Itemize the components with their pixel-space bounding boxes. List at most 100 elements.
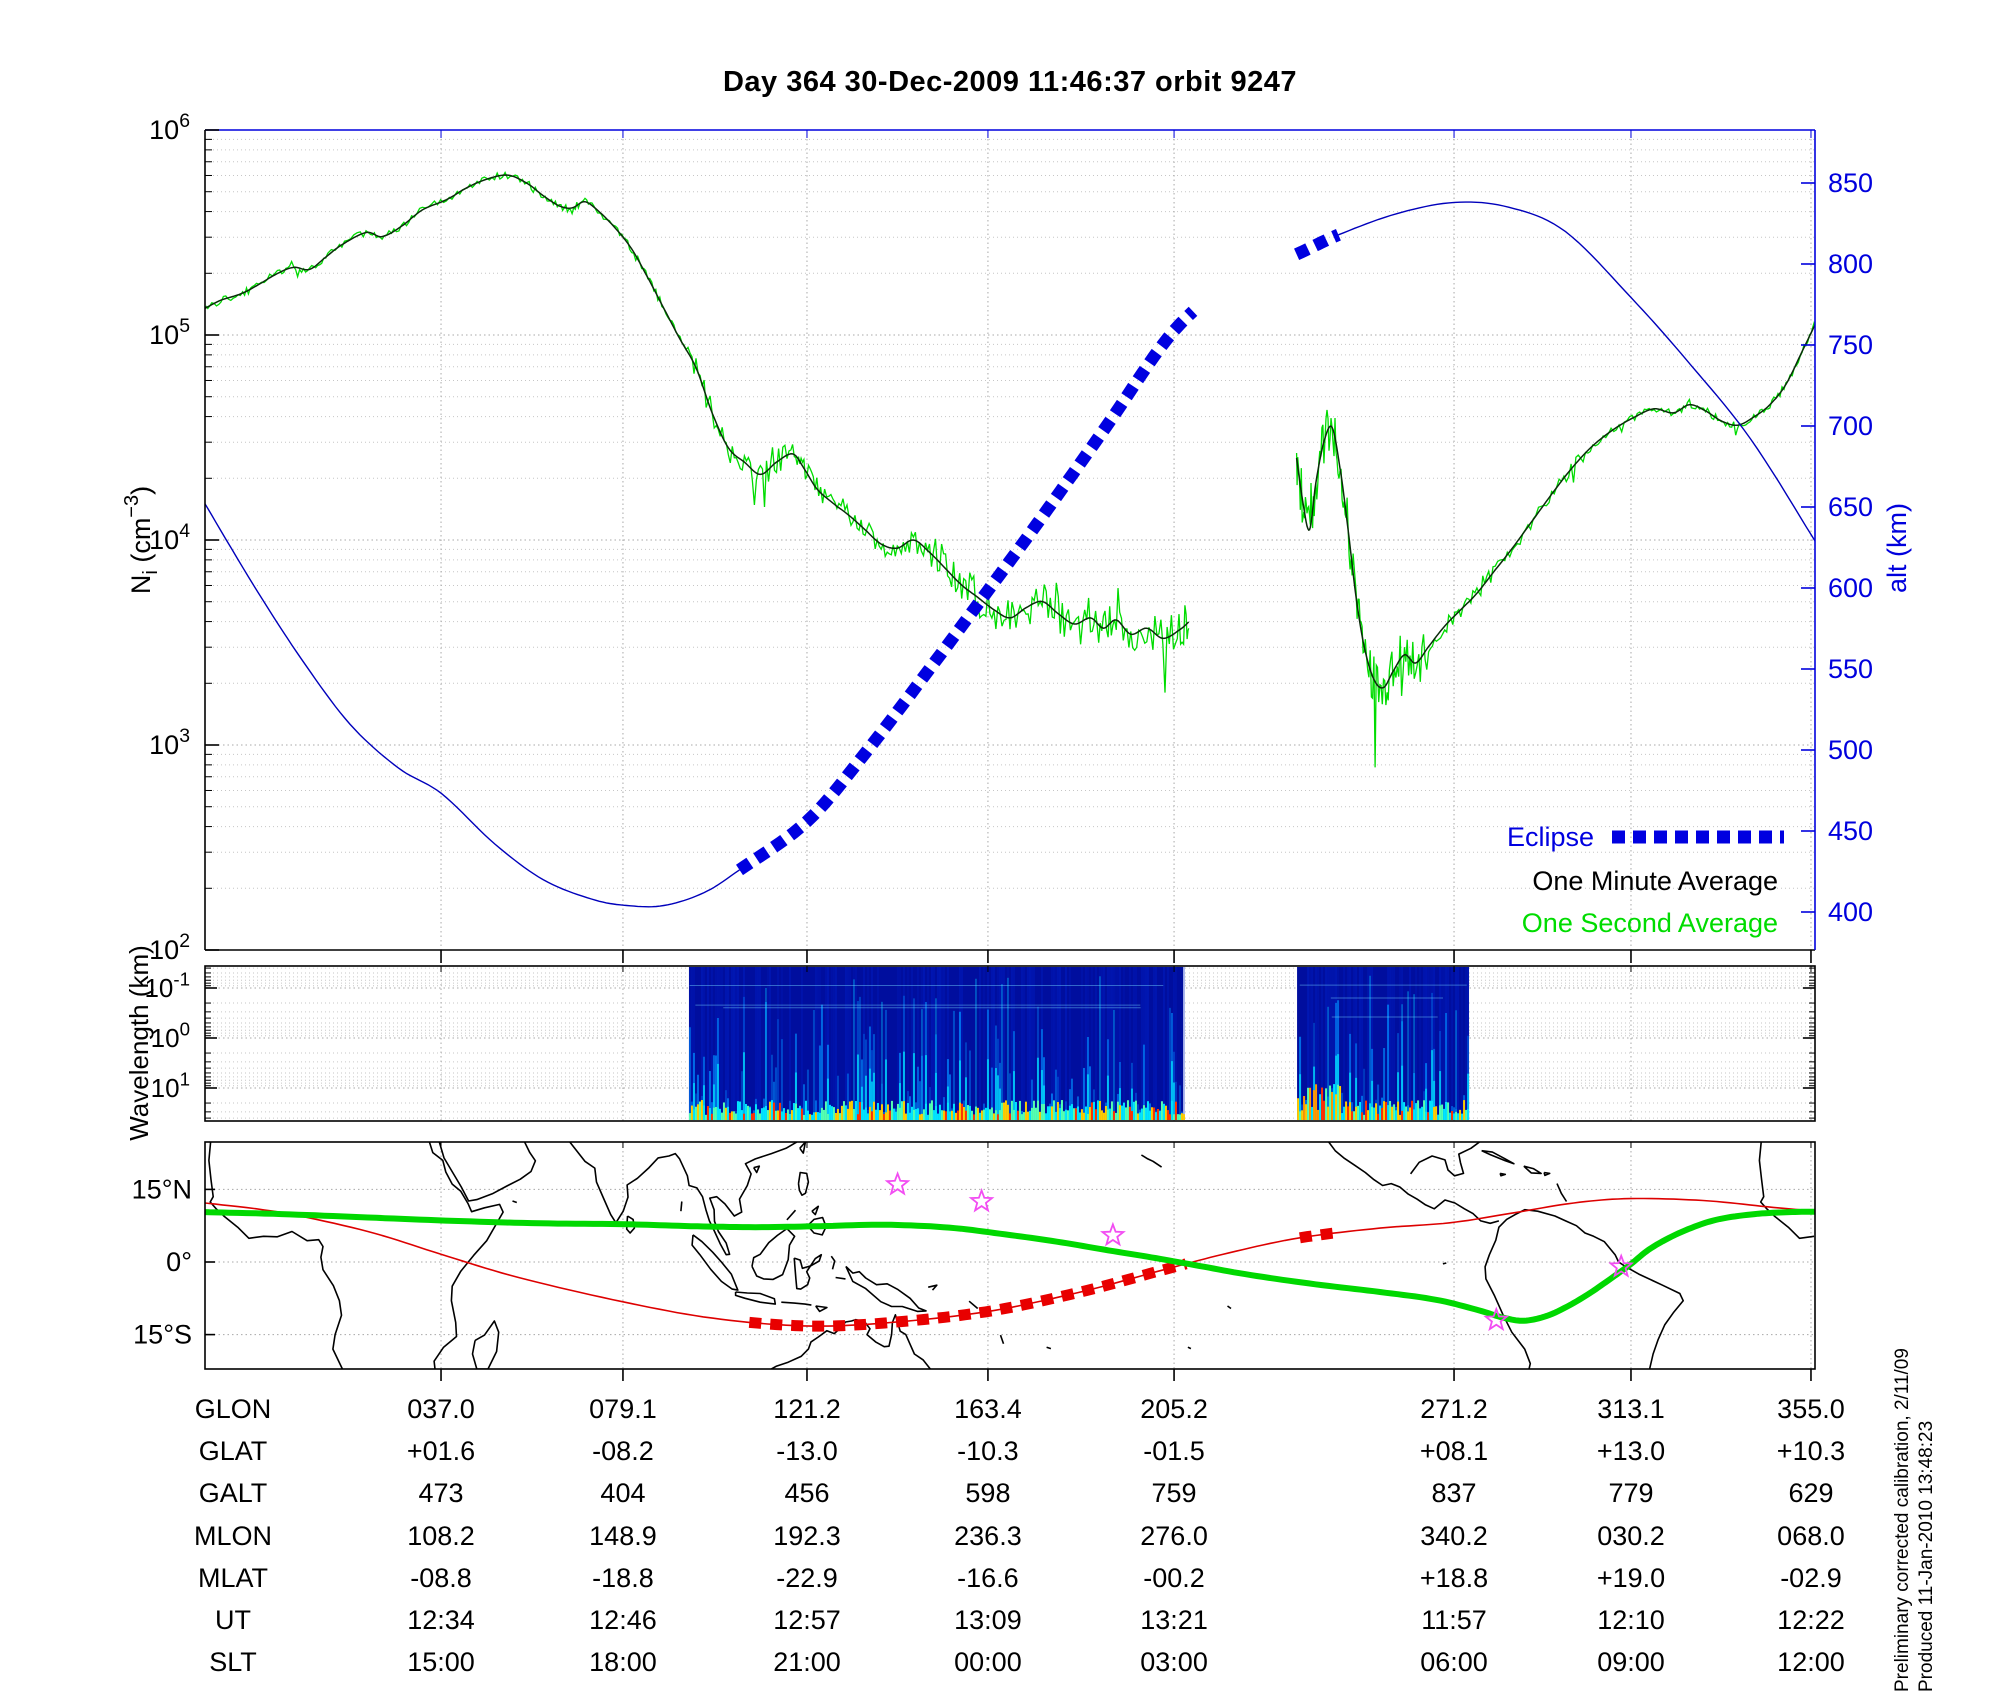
table-cell: -16.6 bbox=[957, 1563, 1019, 1593]
coastline bbox=[835, 1276, 846, 1280]
dip-equator-line bbox=[205, 1208, 1815, 1324]
spectrogram-block bbox=[1297, 967, 1470, 1120]
coastline bbox=[928, 1284, 938, 1291]
coastline bbox=[1140, 1154, 1163, 1168]
coastline bbox=[815, 1305, 828, 1313]
table-cell: 12:57 bbox=[773, 1605, 841, 1635]
alt-tick-label: 500 bbox=[1828, 735, 1873, 765]
density-axis-labels: 106 105 104 103 102 850 800 750 700 650 600 550 500 4… bbox=[121, 110, 1912, 965]
coastline bbox=[471, 1320, 500, 1369]
table-cell: 121.2 bbox=[773, 1394, 841, 1424]
tick-label: 105 bbox=[149, 315, 190, 350]
ground-track-eclipse bbox=[748, 1226, 1341, 1332]
coastline bbox=[753, 1165, 761, 1174]
note-line-2: Produced 11-Jan-2010 13:48:23 bbox=[1916, 1420, 1937, 1692]
table-cell: 18:00 bbox=[589, 1647, 657, 1677]
alt-tick-label: 700 bbox=[1828, 411, 1873, 441]
table-row-label: UT bbox=[215, 1605, 251, 1635]
station-stars bbox=[884, 1171, 1635, 1332]
legend-one-minute-label: One Minute Average bbox=[1532, 866, 1778, 896]
legend-eclipse-label: Eclipse bbox=[1507, 822, 1594, 852]
coastline bbox=[734, 1291, 777, 1305]
lat-label: 15°N bbox=[132, 1174, 192, 1204]
coastline bbox=[1227, 1305, 1232, 1310]
table-cell: 759 bbox=[1152, 1478, 1197, 1508]
eclipse-dashes bbox=[736, 229, 1341, 876]
ephemeris-table: GLON 037.0 079.1 121.2 163.4 205.2 271.2 313.1 3… bbox=[194, 1394, 1845, 1677]
wavelength-frame bbox=[204, 965, 1816, 1122]
coastline bbox=[1046, 1346, 1052, 1350]
coastline bbox=[786, 1209, 797, 1221]
table-cell: 108.2 bbox=[407, 1521, 475, 1551]
table-row-label: GALT bbox=[199, 1478, 268, 1508]
table-cell: 00:00 bbox=[954, 1647, 1022, 1677]
coastline bbox=[1499, 1172, 1507, 1177]
table-cell: +01.6 bbox=[407, 1436, 475, 1466]
table-cell: -22.9 bbox=[776, 1563, 838, 1593]
legend-one-second-label: One Second Average bbox=[1522, 908, 1778, 938]
table-cell: 276.0 bbox=[1140, 1521, 1208, 1551]
alt-tick-label: 450 bbox=[1828, 816, 1873, 846]
spectrogram-block bbox=[688, 967, 1185, 1120]
table-row-label: SLT bbox=[209, 1647, 257, 1677]
table-cell: 09:00 bbox=[1597, 1647, 1665, 1677]
tick-label: 106 bbox=[149, 110, 190, 145]
table-cell: 037.0 bbox=[407, 1394, 475, 1424]
coastline bbox=[811, 1205, 820, 1216]
table-cell: 404 bbox=[600, 1478, 645, 1508]
lat-label: 0° bbox=[166, 1247, 192, 1277]
coastline bbox=[1409, 1142, 1480, 1177]
tick-label: 102 bbox=[149, 930, 190, 965]
one-minute-average-line bbox=[205, 174, 1815, 689]
alt-tick-label: 750 bbox=[1828, 330, 1873, 360]
table-cell: 030.2 bbox=[1597, 1521, 1665, 1551]
table-cell: -02.9 bbox=[1780, 1563, 1842, 1593]
table-cell: 340.2 bbox=[1420, 1521, 1488, 1551]
table-cell: 12:22 bbox=[1777, 1605, 1845, 1635]
table-cell: -08.8 bbox=[410, 1563, 472, 1593]
table-cell: -08.2 bbox=[592, 1436, 654, 1466]
page-title: Day 364 30-Dec-2009 11:46:37 orbit 9247 bbox=[722, 66, 1298, 98]
table-row-label: GLAT bbox=[199, 1436, 268, 1466]
coastline bbox=[1481, 1149, 1515, 1165]
map-frame: 15°N 0° 15°S bbox=[132, 1141, 1816, 1381]
coastline bbox=[569, 1142, 798, 1256]
coastline bbox=[1758, 1142, 1815, 1240]
coastline bbox=[751, 1227, 796, 1281]
table-row-label: MLON bbox=[194, 1521, 272, 1551]
coastline bbox=[781, 1301, 812, 1306]
log-gridlines bbox=[205, 130, 1815, 950]
coastline bbox=[438, 1142, 537, 1202]
table-cell: 236.3 bbox=[954, 1521, 1022, 1551]
table-cell: +18.8 bbox=[1420, 1563, 1488, 1593]
table-cell: -01.5 bbox=[1143, 1436, 1205, 1466]
tick-label: 100 bbox=[151, 1018, 190, 1053]
coastline bbox=[845, 1265, 927, 1313]
table-cell: +19.0 bbox=[1597, 1563, 1665, 1593]
altitude-line bbox=[205, 201, 1815, 908]
legend: Eclipse One Minute Average One Second Aver… bbox=[1507, 822, 1784, 938]
table-cell: 06:00 bbox=[1420, 1647, 1488, 1677]
tick-label: 103 bbox=[149, 725, 190, 760]
map-gridlines bbox=[205, 1142, 1815, 1369]
table-cell: 779 bbox=[1608, 1478, 1653, 1508]
star-marker bbox=[1483, 1306, 1510, 1332]
coastline bbox=[1328, 1142, 1500, 1225]
coastline bbox=[1187, 1346, 1192, 1350]
table-cell: 473 bbox=[418, 1478, 463, 1508]
star-marker bbox=[968, 1187, 995, 1213]
production-note: Preliminary corrected calibration, 2/11/… bbox=[1891, 1262, 1939, 1692]
table-cell: +10.3 bbox=[1777, 1436, 1845, 1466]
table-cell: 079.1 bbox=[589, 1394, 657, 1424]
alt-tick-label: 550 bbox=[1828, 654, 1873, 684]
coastlines bbox=[208, 1142, 1815, 1369]
density-curves bbox=[205, 171, 1815, 908]
coastline bbox=[797, 1171, 810, 1196]
table-cell: 13:21 bbox=[1140, 1605, 1208, 1635]
table-cell: -10.3 bbox=[957, 1436, 1019, 1466]
note-line-1: Preliminary corrected calibration, 2/11/… bbox=[1892, 1348, 1913, 1692]
density-axis-title: Ni (cm−3) bbox=[121, 486, 162, 594]
